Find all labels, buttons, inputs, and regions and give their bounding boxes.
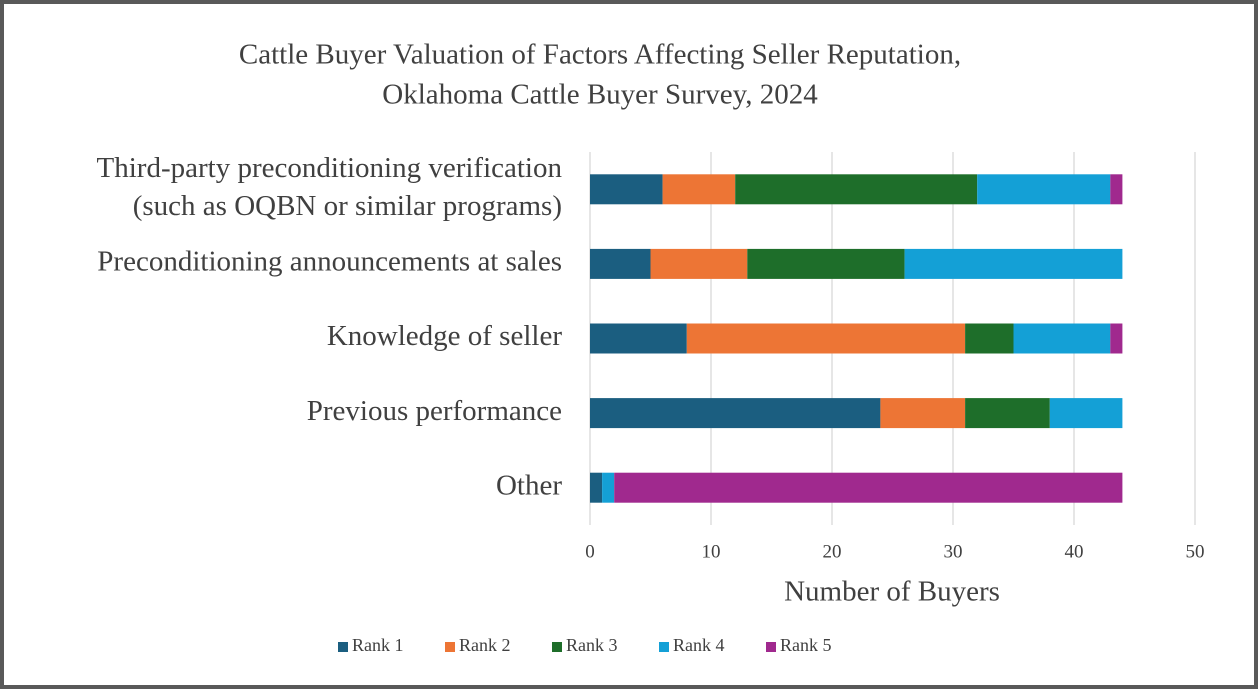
bar-segment: [590, 323, 687, 354]
y-tick-label: Preconditioning announcements at sales: [97, 246, 562, 278]
y-tick-label: Previous performance: [307, 395, 562, 427]
x-tick-label: 30: [944, 541, 963, 562]
bar-segment: [590, 174, 663, 205]
y-tick-label: (such as OQBN or similar programs): [133, 190, 562, 222]
bar-segment: [590, 248, 651, 279]
legend-label: Rank 2: [459, 635, 511, 655]
bar-segment: [602, 472, 615, 503]
legend-label: Rank 1: [352, 635, 404, 655]
x-tick-label: 0: [585, 541, 595, 562]
x-tick-label: 20: [823, 541, 842, 562]
y-tick-label: Other: [496, 469, 562, 501]
bar-segment: [904, 248, 1123, 279]
legend-label: Rank 4: [673, 635, 725, 655]
bar-segment: [1049, 398, 1123, 429]
bar-segment: [977, 174, 1111, 205]
legend-label: Rank 5: [780, 635, 832, 655]
x-tick-label: 10: [702, 541, 721, 562]
chart-title: Oklahoma Cattle Buyer Survey, 2024: [382, 79, 818, 111]
x-tick-label: 50: [1186, 541, 1205, 562]
legend-swatch: [338, 642, 348, 652]
y-tick-label: Knowledge of seller: [327, 320, 562, 352]
bar-segment: [880, 398, 966, 429]
bar-segment: [686, 323, 966, 354]
bar-segment: [1110, 323, 1123, 354]
bar-segment: [965, 323, 1014, 354]
bar-segment: [590, 398, 881, 429]
x-axis-label: Number of Buyers: [784, 576, 1000, 608]
bar-segment: [965, 398, 1050, 429]
legend-label: Rank 3: [566, 635, 618, 655]
legend-swatch: [659, 642, 669, 652]
bar-segment: [1110, 174, 1123, 205]
y-tick-label: Third-party preconditioning verification: [97, 152, 563, 184]
bar-segment: [735, 174, 978, 205]
chart-title: Cattle Buyer Valuation of Factors Affect…: [239, 39, 961, 71]
legend-swatch: [766, 642, 776, 652]
x-tick-label: 40: [1065, 541, 1084, 562]
bar-segment: [590, 472, 603, 503]
bar-segment: [747, 248, 905, 279]
bar-segment: [1013, 323, 1111, 354]
bar-segment: [650, 248, 748, 279]
bar-segment: [614, 472, 1123, 503]
bar-segment: [662, 174, 736, 205]
legend-swatch: [445, 642, 455, 652]
legend-swatch: [552, 642, 562, 652]
